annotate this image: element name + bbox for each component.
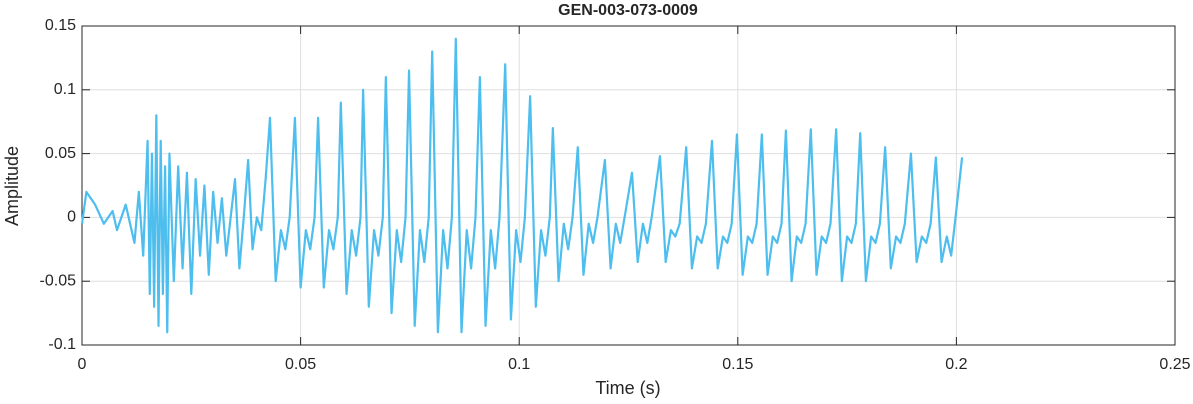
waveform-line — [80, 37, 964, 334]
y-axis-label: Amplitude — [2, 146, 22, 226]
y-tick-label: 0.15 — [45, 17, 76, 34]
chart-title: GEN-003-073-0009 — [558, 2, 698, 19]
y-tick-label: 0.1 — [54, 81, 76, 98]
x-tick-label: 0.1 — [508, 356, 530, 373]
y-tick-label: -0.05 — [40, 272, 77, 289]
x-tick-label: 0.25 — [1159, 356, 1190, 373]
x-axis-label: Time (s) — [595, 378, 660, 398]
y-tick-label: 0.05 — [45, 145, 76, 162]
x-tick-label: 0.15 — [722, 356, 753, 373]
plot-frame — [81, 25, 1176, 346]
y-tick-label: -0.1 — [48, 336, 76, 353]
x-tick-label: 0.2 — [945, 356, 967, 373]
x-tick-label: 0 — [78, 356, 87, 373]
y-tick-label: 0 — [67, 209, 76, 226]
x-tick-label: 0.05 — [285, 356, 316, 373]
